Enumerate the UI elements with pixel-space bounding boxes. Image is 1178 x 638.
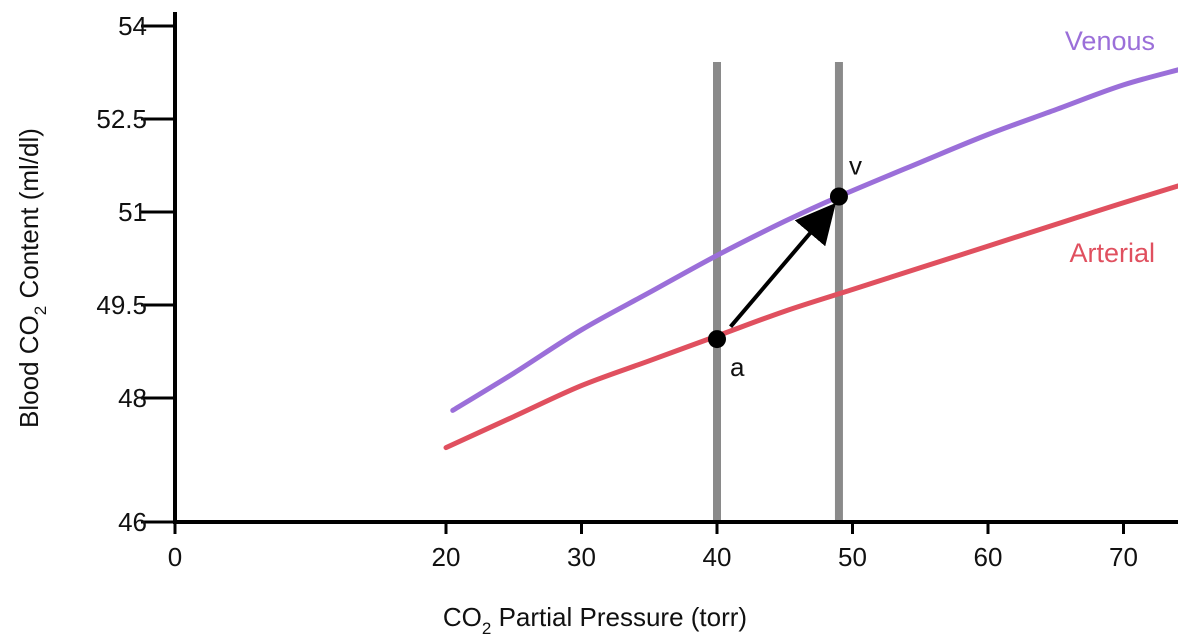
point-label-v: v: [849, 151, 862, 181]
series-lines: [443, 67, 1178, 451]
x-tick-label: 50: [838, 542, 867, 572]
y-tick-label: 54: [118, 11, 147, 41]
series-label-venous: Venous: [1065, 26, 1155, 56]
x-tick-label: 60: [974, 542, 1003, 572]
annotations: av: [708, 151, 862, 382]
y-tick-label: 51: [118, 197, 147, 227]
series-line-arterial: [443, 183, 1178, 451]
axes: [173, 12, 1178, 524]
point-a: [708, 330, 726, 349]
point-label-a: a: [730, 352, 745, 382]
x-axis-title: CO2 Partial Pressure (torr): [443, 602, 747, 638]
series-line-venous: [450, 67, 1178, 413]
x-tick-label: 70: [1109, 542, 1138, 572]
y-tick-label: 48: [118, 383, 147, 413]
reference-lines: [713, 62, 843, 522]
y-tick-label: 52.5: [96, 104, 147, 134]
point-v: [829, 187, 848, 206]
y-tick-label: 49.5: [96, 290, 147, 320]
x-tick-label: 30: [567, 542, 596, 572]
x-tick-label: 40: [703, 542, 732, 572]
transition-arrow: [729, 202, 836, 328]
x-tick-label: 20: [432, 542, 461, 572]
y-axis-title: Blood CO2 Content (ml/dl): [14, 128, 50, 428]
series-label-arterial: Arterial: [1069, 238, 1155, 268]
x-tick-label: 0: [168, 542, 182, 572]
y-tick-label: 46: [118, 507, 147, 537]
